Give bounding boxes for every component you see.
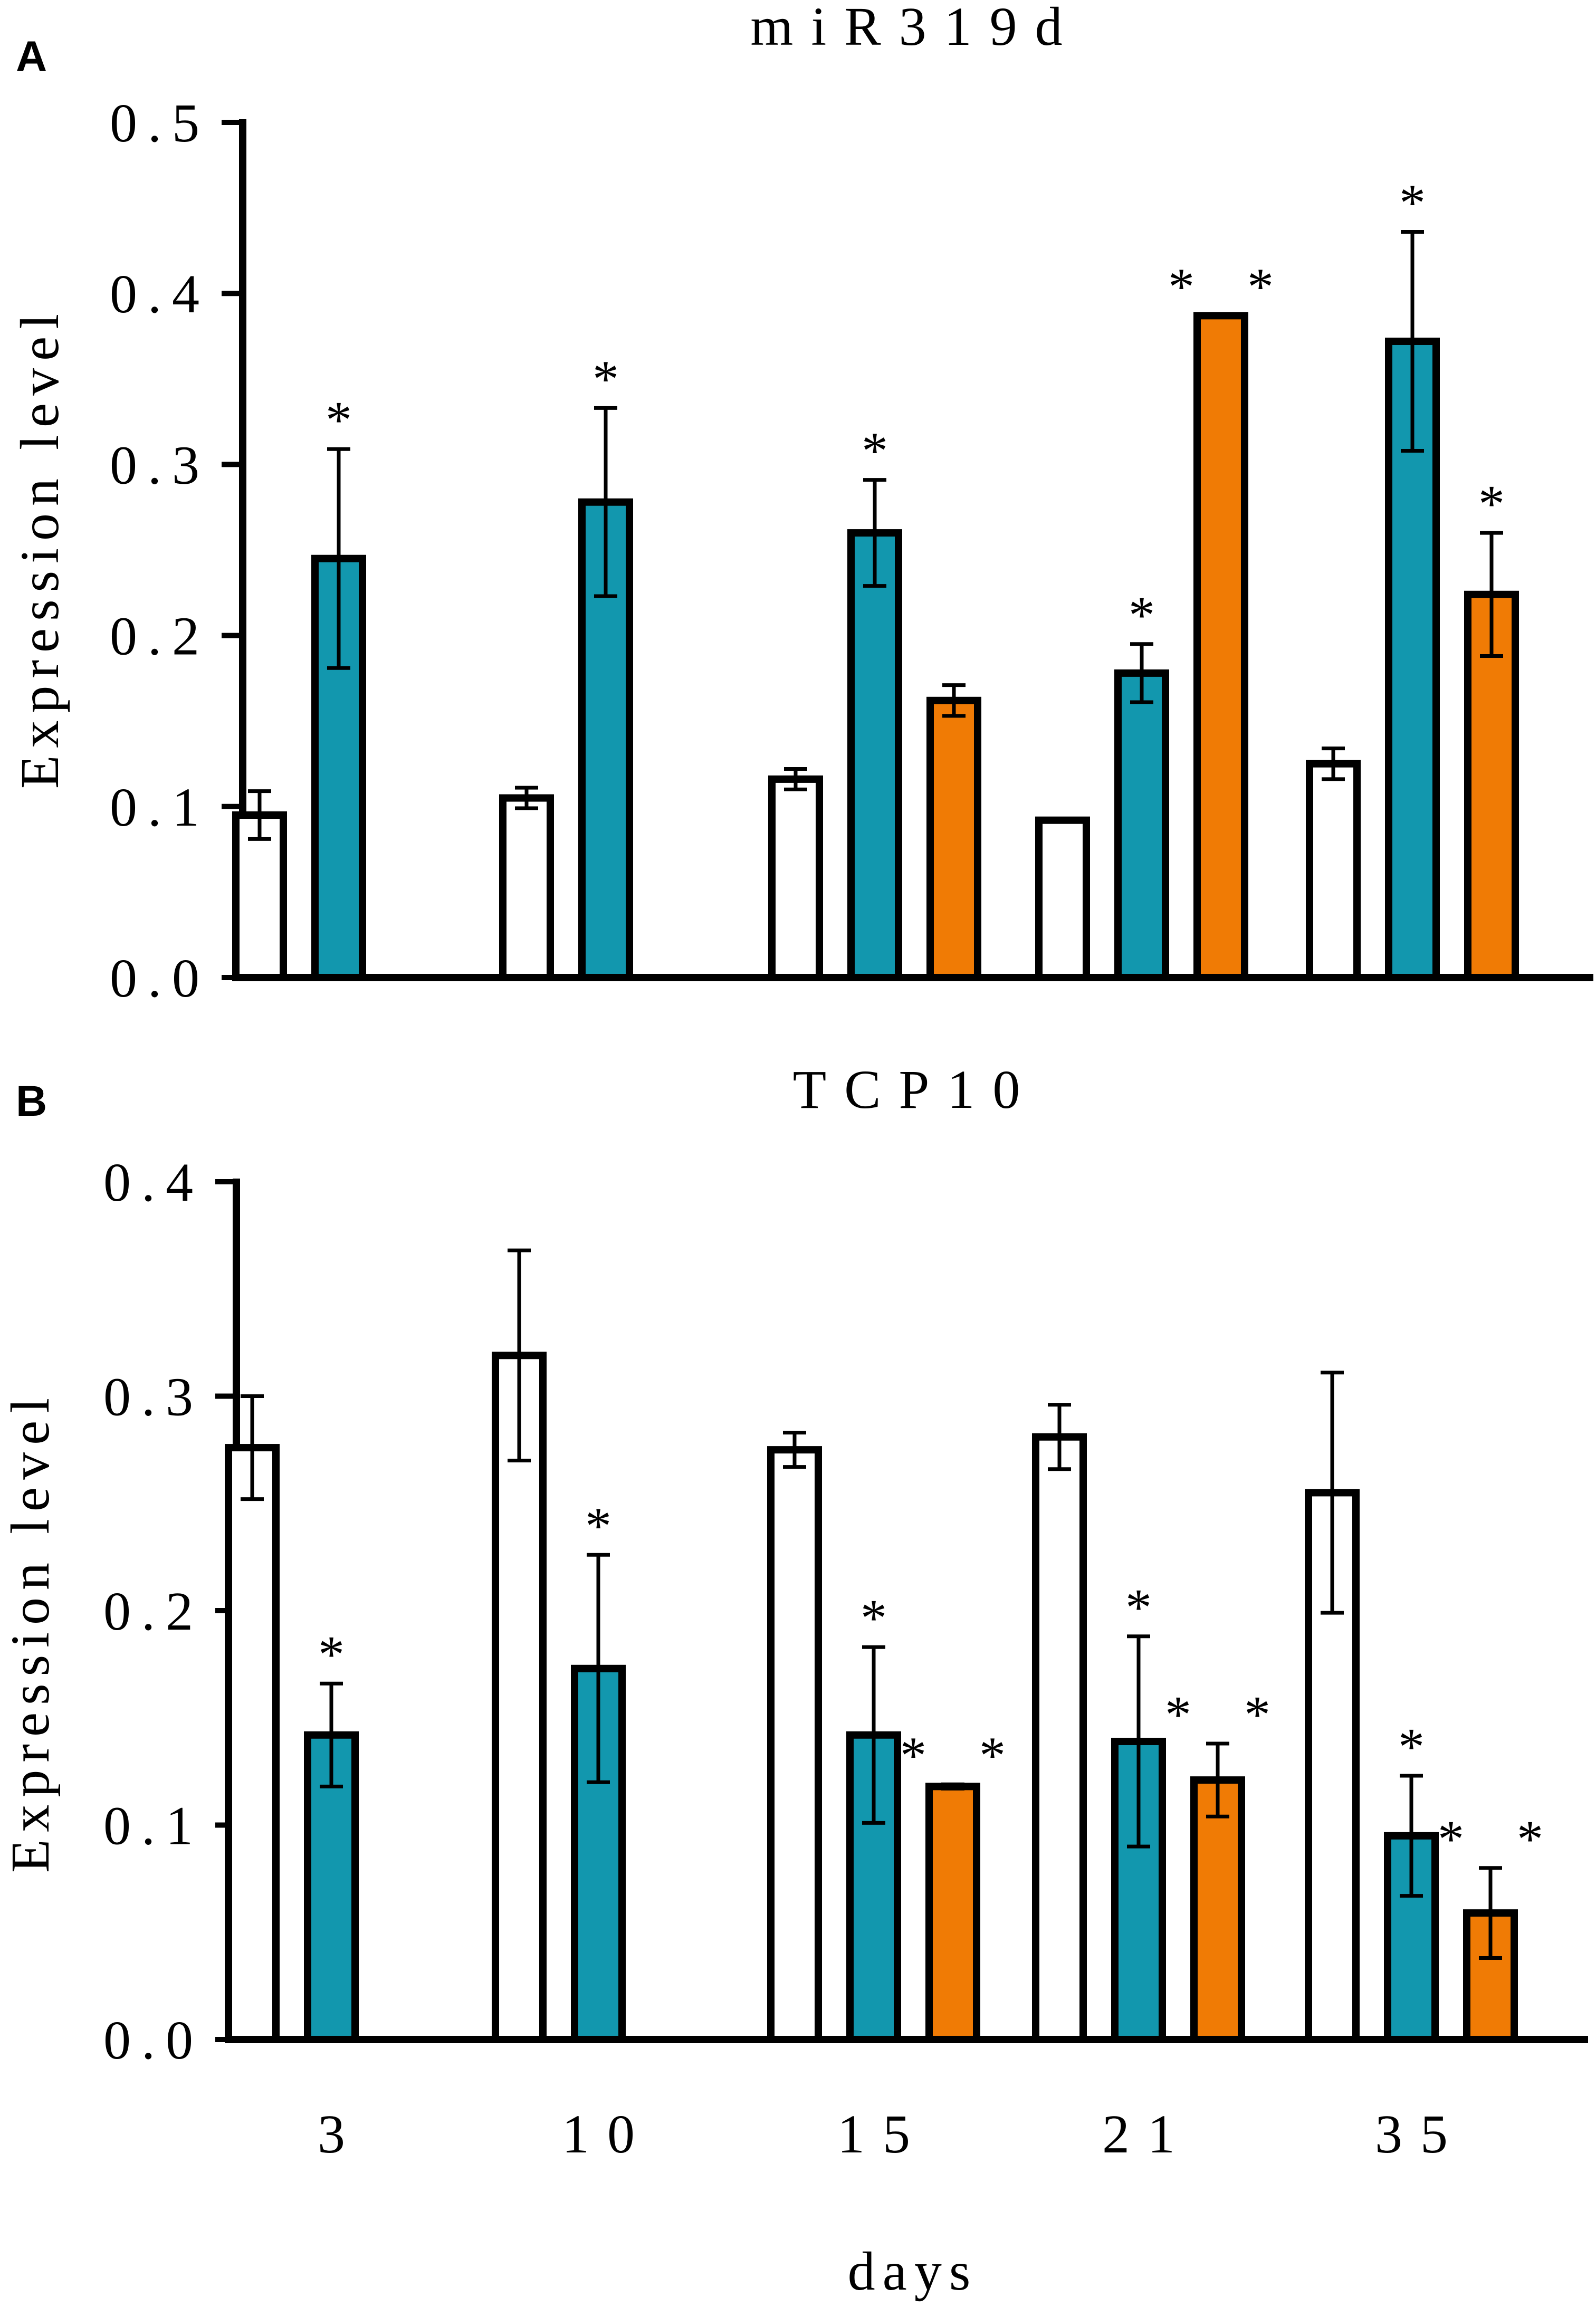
bar-treatment2 bbox=[925, 1783, 980, 2044]
error-bar bbox=[241, 1394, 264, 1501]
significance-marker: * bbox=[1399, 173, 1426, 232]
error-bar bbox=[1206, 1741, 1229, 1818]
bar-control bbox=[1035, 816, 1090, 981]
significance-marker: * bbox=[1398, 1717, 1425, 1776]
x-tick-label: 15 bbox=[837, 2104, 928, 2165]
bar-treatment1 bbox=[847, 529, 902, 981]
bar-control bbox=[1032, 1433, 1087, 2044]
bar-treatment2 bbox=[926, 696, 981, 981]
bar-control bbox=[492, 1352, 547, 2043]
error-bar bbox=[1400, 1774, 1423, 1898]
x-tick-label: 35 bbox=[1375, 2104, 1466, 2165]
panel-b-title: TCP10 bbox=[793, 1059, 1038, 1120]
error-bar bbox=[942, 683, 966, 718]
significance-marker: * * bbox=[900, 1726, 1006, 1784]
bar-control bbox=[225, 1444, 280, 2043]
bar-treatment1 bbox=[1114, 669, 1169, 981]
error-bar bbox=[248, 789, 271, 841]
panel-b-letter: B bbox=[16, 1077, 47, 1125]
significance-marker: * bbox=[1129, 586, 1155, 644]
y-tick-label: 0.4 bbox=[110, 264, 210, 324]
significance-marker: * * bbox=[1168, 257, 1274, 315]
error-bar bbox=[941, 1782, 964, 1791]
panel-b-chart: B TCP10 Expression level days 0.0 0.1 0.2 0… bbox=[0, 1059, 1588, 2302]
significance-marker: * bbox=[1125, 1578, 1152, 1636]
bar-control bbox=[1306, 760, 1361, 981]
y-tick-label: 0.0 bbox=[110, 948, 210, 1009]
error-bar bbox=[1127, 1634, 1150, 1849]
significance-marker: * * bbox=[1438, 1810, 1543, 1868]
error-bar bbox=[783, 1431, 806, 1469]
error-bar bbox=[594, 406, 617, 598]
x-tick-label: 21 bbox=[1102, 2104, 1193, 2165]
significance-marker: * bbox=[326, 390, 352, 449]
y-tick-label: 0.2 bbox=[103, 1581, 204, 1642]
error-bar bbox=[863, 478, 886, 588]
panel-b-x-axis-label: days bbox=[848, 2241, 978, 2302]
panel-b-y-axis-label: Expression level bbox=[0, 1391, 61, 1873]
panel-a-chart: A miR319d Expression level 0.0 0.1 0.2 0.3 0… bbox=[9, 0, 1593, 1009]
error-bar bbox=[1322, 746, 1345, 781]
y-tick-label: 0.2 bbox=[110, 606, 210, 667]
significance-marker: * bbox=[862, 422, 888, 480]
error-bar bbox=[1048, 1403, 1071, 1471]
bar-treatment2 bbox=[1190, 1776, 1245, 2043]
x-tick-label: 3 bbox=[318, 2104, 363, 2165]
bar-treatment2 bbox=[1193, 312, 1248, 982]
error-bar bbox=[1321, 1371, 1344, 1615]
y-tick-label: 0.3 bbox=[110, 435, 210, 495]
y-tick-label: 0.4 bbox=[103, 1152, 204, 1213]
y-tick-label: 0.3 bbox=[103, 1367, 204, 1428]
significance-marker: * bbox=[861, 1588, 887, 1647]
bar-control bbox=[499, 794, 554, 981]
y-tick-label: 0.5 bbox=[110, 93, 210, 154]
bar-control bbox=[768, 775, 823, 981]
significance-marker: * bbox=[1478, 474, 1505, 533]
panel-a-y-axis-label: Expression level bbox=[9, 307, 70, 789]
error-bar bbox=[1401, 229, 1424, 453]
error-bar bbox=[515, 786, 538, 810]
y-tick-label: 0.1 bbox=[110, 777, 210, 838]
x-tick-label: 10 bbox=[562, 2104, 653, 2165]
error-bar bbox=[1479, 1866, 1502, 1960]
panel-a-letter: A bbox=[16, 33, 47, 81]
error-bar bbox=[587, 1553, 610, 1784]
error-bar bbox=[1480, 531, 1503, 658]
bar-control bbox=[767, 1446, 822, 2043]
y-tick-label: 0.0 bbox=[103, 2010, 204, 2071]
significance-marker: * bbox=[318, 1625, 345, 1683]
panel-a-title: miR319d bbox=[750, 0, 1080, 57]
significance-marker: * * bbox=[1165, 1685, 1270, 1744]
error-bar bbox=[327, 447, 350, 670]
significance-marker: * bbox=[585, 1496, 611, 1555]
error-bar bbox=[1130, 642, 1153, 704]
error-bar bbox=[508, 1248, 531, 1462]
error-bar bbox=[320, 1681, 343, 1788]
error-bar bbox=[862, 1645, 885, 1825]
significance-marker: * bbox=[592, 349, 619, 408]
error-bar bbox=[784, 767, 807, 791]
y-tick-label: 0.1 bbox=[103, 1796, 204, 1856]
